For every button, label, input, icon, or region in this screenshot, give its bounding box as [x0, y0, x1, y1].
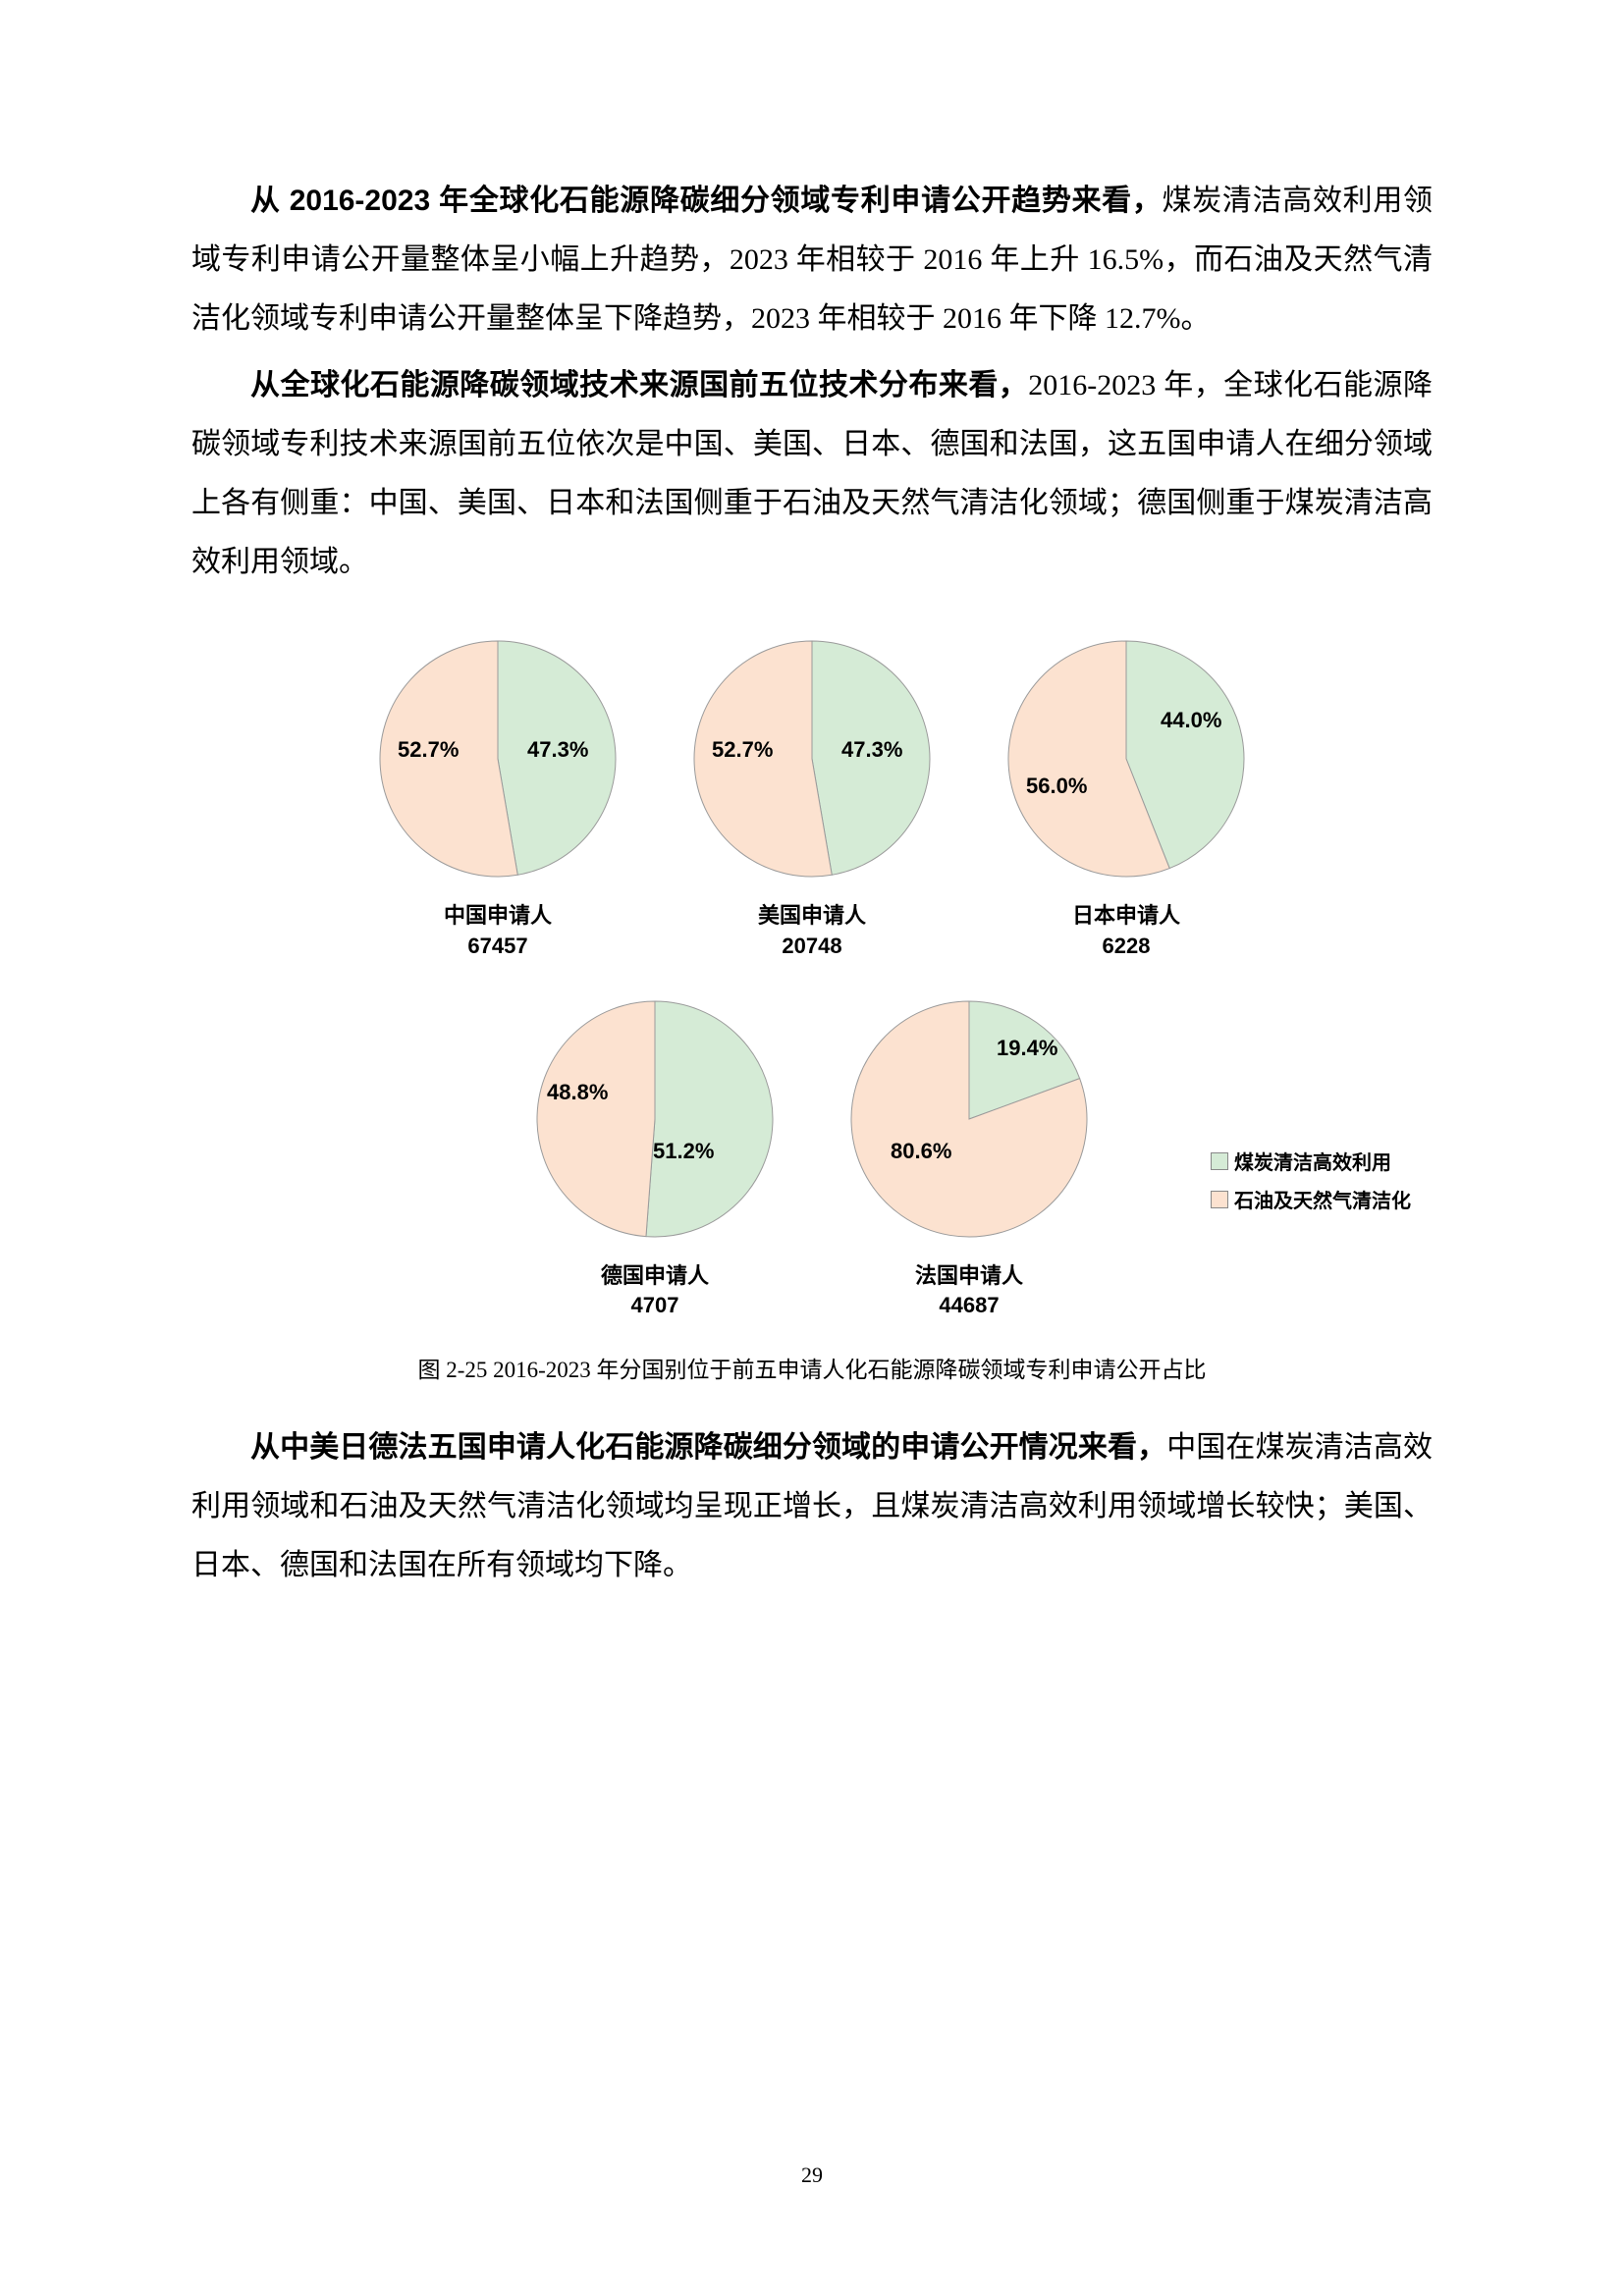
chart-legend: 煤炭清洁高效利用 石油及天然气清洁化 [1211, 1147, 1411, 1223]
pie-caption-name: 法国申请人 [915, 1261, 1023, 1292]
figure-caption: 图 2-25 2016-2023 年分国别位于前五申请人化石能源降碳领域专利申请… [191, 1351, 1433, 1384]
pie-caption-name: 中国申请人 [444, 901, 552, 932]
pie-svg [999, 631, 1254, 886]
pie-caption-name: 德国申请人 [601, 1261, 709, 1292]
page-number: 29 [0, 2163, 1624, 2188]
pie-label-b: 80.6% [891, 1139, 951, 1164]
pie-caption: 日本申请人6228 [1072, 901, 1180, 962]
pie-label-a: 44.0% [1161, 708, 1221, 733]
pie-chart-4: 19.4% 80.6% 法国申请人44687 [841, 991, 1097, 1322]
paragraph-1: 从 2016-2023 年全球化石能源降碳细分领域专利申请公开趋势来看，煤炭清洁… [191, 172, 1433, 348]
pie-label-a: 51.2% [653, 1139, 714, 1164]
pie-caption: 法国申请人44687 [915, 1261, 1023, 1322]
pie-caption-count: 6228 [1072, 932, 1180, 962]
pie-caption-count: 44687 [915, 1291, 1023, 1321]
pie-wrapper: 44.0% 56.0% [999, 631, 1254, 886]
pie-label-b: 56.0% [1026, 774, 1087, 799]
pie-svg [527, 991, 783, 1247]
paragraph-3: 从中美日德法五国申请人化石能源降碳细分领域的申请公开情况来看，中国在煤炭清洁高效… [191, 1418, 1433, 1595]
p1-bold: 从 2016-2023 年全球化石能源降碳细分领域专利申请公开趋势来看， [250, 185, 1163, 217]
pie-caption: 中国申请人67457 [444, 901, 552, 962]
pie-charts-figure: 47.3% 52.7% 中国申请人67457 47.3% 52.7% 美国申请人20748… [272, 631, 1352, 1321]
pie-label-b: 52.7% [398, 737, 459, 763]
document-page: 从 2016-2023 年全球化石能源降碳细分领域专利申请公开趋势来看， 煤炭清洁… [0, 0, 1624, 1701]
pie-svg [841, 991, 1097, 1247]
pie-wrapper: 47.3% 52.7% [370, 631, 625, 886]
pie-label-a: 47.3% [527, 737, 588, 763]
pie-caption: 德国申请人4707 [601, 1261, 709, 1322]
p2-bold: 从全球化石能源降碳领域技术来源国前五位技术分布来看， [250, 369, 1028, 401]
pie-caption-name: 美国申请人 [758, 901, 866, 932]
pie-wrapper: 19.4% 80.6% [841, 991, 1097, 1247]
legend-label-b: 石油及天然气清洁化 [1234, 1185, 1411, 1213]
p3-bold: 从中美日德法五国申请人化石能源降碳细分领域的申请公开情况来看， [250, 1431, 1166, 1464]
legend-item-b: 石油及天然气清洁化 [1211, 1185, 1411, 1213]
pie-label-a: 19.4% [997, 1036, 1057, 1061]
legend-swatch-b [1211, 1191, 1228, 1208]
pie-label-b: 48.8% [547, 1080, 608, 1105]
pie-label-a: 47.3% [841, 737, 902, 763]
legend-item-a: 煤炭清洁高效利用 [1211, 1147, 1411, 1175]
paragraph-2: 从全球化石能源降碳领域技术来源国前五位技术分布来看，2016-2023 年，全球… [191, 356, 1433, 592]
pie-chart-0: 47.3% 52.7% 中国申请人67457 [370, 631, 625, 962]
pie-chart-1: 47.3% 52.7% 美国申请人20748 [684, 631, 940, 962]
legend-label-a: 煤炭清洁高效利用 [1234, 1147, 1391, 1175]
chart-row-2: 51.2%48.8%德国申请人470719.4%80.6%法国申请人44687 … [272, 991, 1352, 1322]
pie-chart-3: 51.2% 48.8% 德国申请人4707 [527, 991, 783, 1322]
pie-label-b: 52.7% [712, 737, 773, 763]
pie-caption-count: 20748 [758, 932, 866, 962]
legend-swatch-a [1211, 1152, 1228, 1170]
pie-caption-count: 4707 [601, 1291, 709, 1321]
pie-caption: 美国申请人20748 [758, 901, 866, 962]
pie-caption-count: 67457 [444, 932, 552, 962]
pie-wrapper: 47.3% 52.7% [684, 631, 940, 886]
pie-chart-2: 44.0% 56.0% 日本申请人6228 [999, 631, 1254, 962]
pie-wrapper: 51.2% 48.8% [527, 991, 783, 1247]
pie-caption-name: 日本申请人 [1072, 901, 1180, 932]
chart-row-1: 47.3% 52.7% 中国申请人67457 47.3% 52.7% 美国申请人20748… [272, 631, 1352, 962]
